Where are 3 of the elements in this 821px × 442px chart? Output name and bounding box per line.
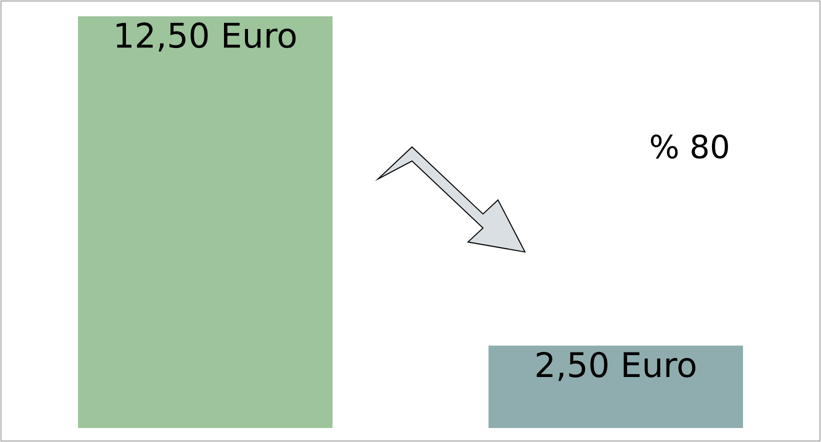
data-label: 12,50 Euro — [116, 22, 296, 52]
data-label: 2,50 Euro — [536, 352, 696, 381]
annotation: % 80 — [650, 134, 728, 159]
